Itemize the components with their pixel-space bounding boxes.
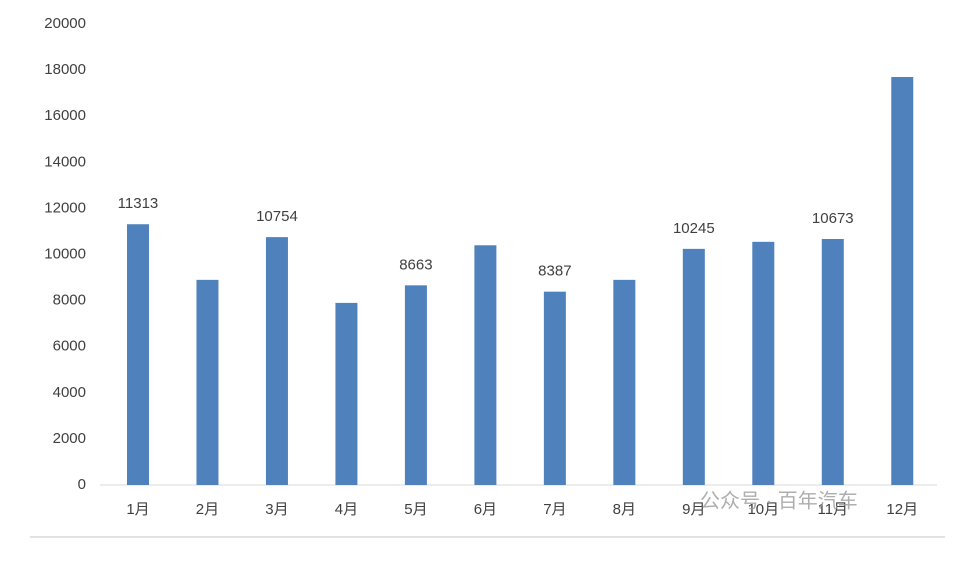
y-tick-label: 18000 [44,61,86,78]
bar [891,77,914,485]
bar [335,302,358,485]
bar [265,237,288,485]
y-tick-label: 0 [78,476,86,493]
x-tick-label: 7月 [543,501,566,518]
bar [474,245,497,485]
bar [752,241,775,485]
bar [126,224,149,485]
value-label: 10754 [256,208,298,225]
bar [404,285,427,485]
y-tick-label: 10000 [44,245,86,262]
x-tick-label: 1月 [126,501,149,518]
x-tick-label: 2月 [196,501,219,518]
value-label: 8387 [538,263,571,280]
bar [196,279,219,485]
value-label: 8663 [399,256,432,273]
value-label: 11313 [118,195,159,212]
x-tick-label: 11月 [817,501,848,518]
x-tick-label: 8月 [613,501,636,518]
x-tick-label: 6月 [474,501,497,518]
y-tick-label: 6000 [53,338,86,355]
y-tick-label: 12000 [44,199,86,216]
value-label: 10673 [812,210,854,227]
y-tick-label: 2000 [53,430,86,447]
bar [821,238,844,485]
y-tick-label: 8000 [53,292,86,309]
bar [543,291,566,485]
bar [613,279,636,485]
x-tick-label: 3月 [265,501,288,518]
watermark: 公众号 · 百年汽车 [700,489,858,512]
y-tick-label: 16000 [44,107,86,124]
y-tick-label: 4000 [53,384,86,401]
x-tick-label: 4月 [335,501,358,518]
x-tick-label: 10月 [747,501,779,518]
y-tick-label: 20000 [44,15,86,32]
value-label: 10245 [673,220,715,237]
x-tick-label: 12月 [886,501,918,518]
y-tick-label: 14000 [44,153,86,170]
bar [682,248,705,485]
x-tick-label: 5月 [404,501,427,518]
x-tick-label: 9月 [682,501,705,518]
